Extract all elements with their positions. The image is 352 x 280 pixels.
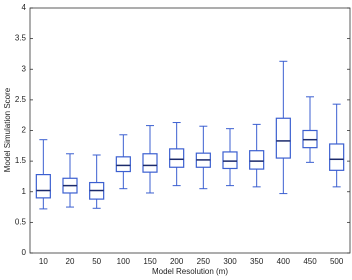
y-tick-label: 3.5 xyxy=(15,34,27,43)
x-tick-label: 20 xyxy=(66,257,75,266)
box xyxy=(169,148,185,168)
x-tick-label: 200 xyxy=(170,257,184,266)
x-tick-label: 10 xyxy=(39,257,48,266)
y-tick-label: 2.5 xyxy=(15,95,27,104)
box xyxy=(142,153,158,173)
x-axis-label: Model Resolution (m) xyxy=(152,267,228,276)
y-tick-label: 1.5 xyxy=(15,156,27,165)
x-tick-label: 400 xyxy=(277,257,291,266)
x-tick-label: 50 xyxy=(92,257,101,266)
y-tick-label: 2 xyxy=(22,126,27,135)
y-tick-label: 0.5 xyxy=(15,217,27,226)
box xyxy=(222,151,238,170)
y-tick-label: 0 xyxy=(22,248,27,257)
x-tick-label: 500 xyxy=(330,257,344,266)
box xyxy=(329,143,345,171)
plot-frame xyxy=(29,7,351,254)
y-tick-label: 3 xyxy=(22,64,27,73)
x-tick-label: 250 xyxy=(197,257,211,266)
box xyxy=(275,117,291,159)
x-tick-label: 450 xyxy=(303,257,317,266)
x-tick-label: 100 xyxy=(117,257,131,266)
x-tick-label: 350 xyxy=(250,257,264,266)
y-tick-label: 4 xyxy=(22,3,27,12)
box xyxy=(249,150,265,170)
box xyxy=(35,174,51,199)
box xyxy=(115,156,131,173)
y-tick-label: 1 xyxy=(22,187,27,196)
y-axis-label: Model Simulation Score xyxy=(3,87,12,172)
x-tick-label: 150 xyxy=(143,257,157,266)
x-tick-label: 300 xyxy=(223,257,237,266)
